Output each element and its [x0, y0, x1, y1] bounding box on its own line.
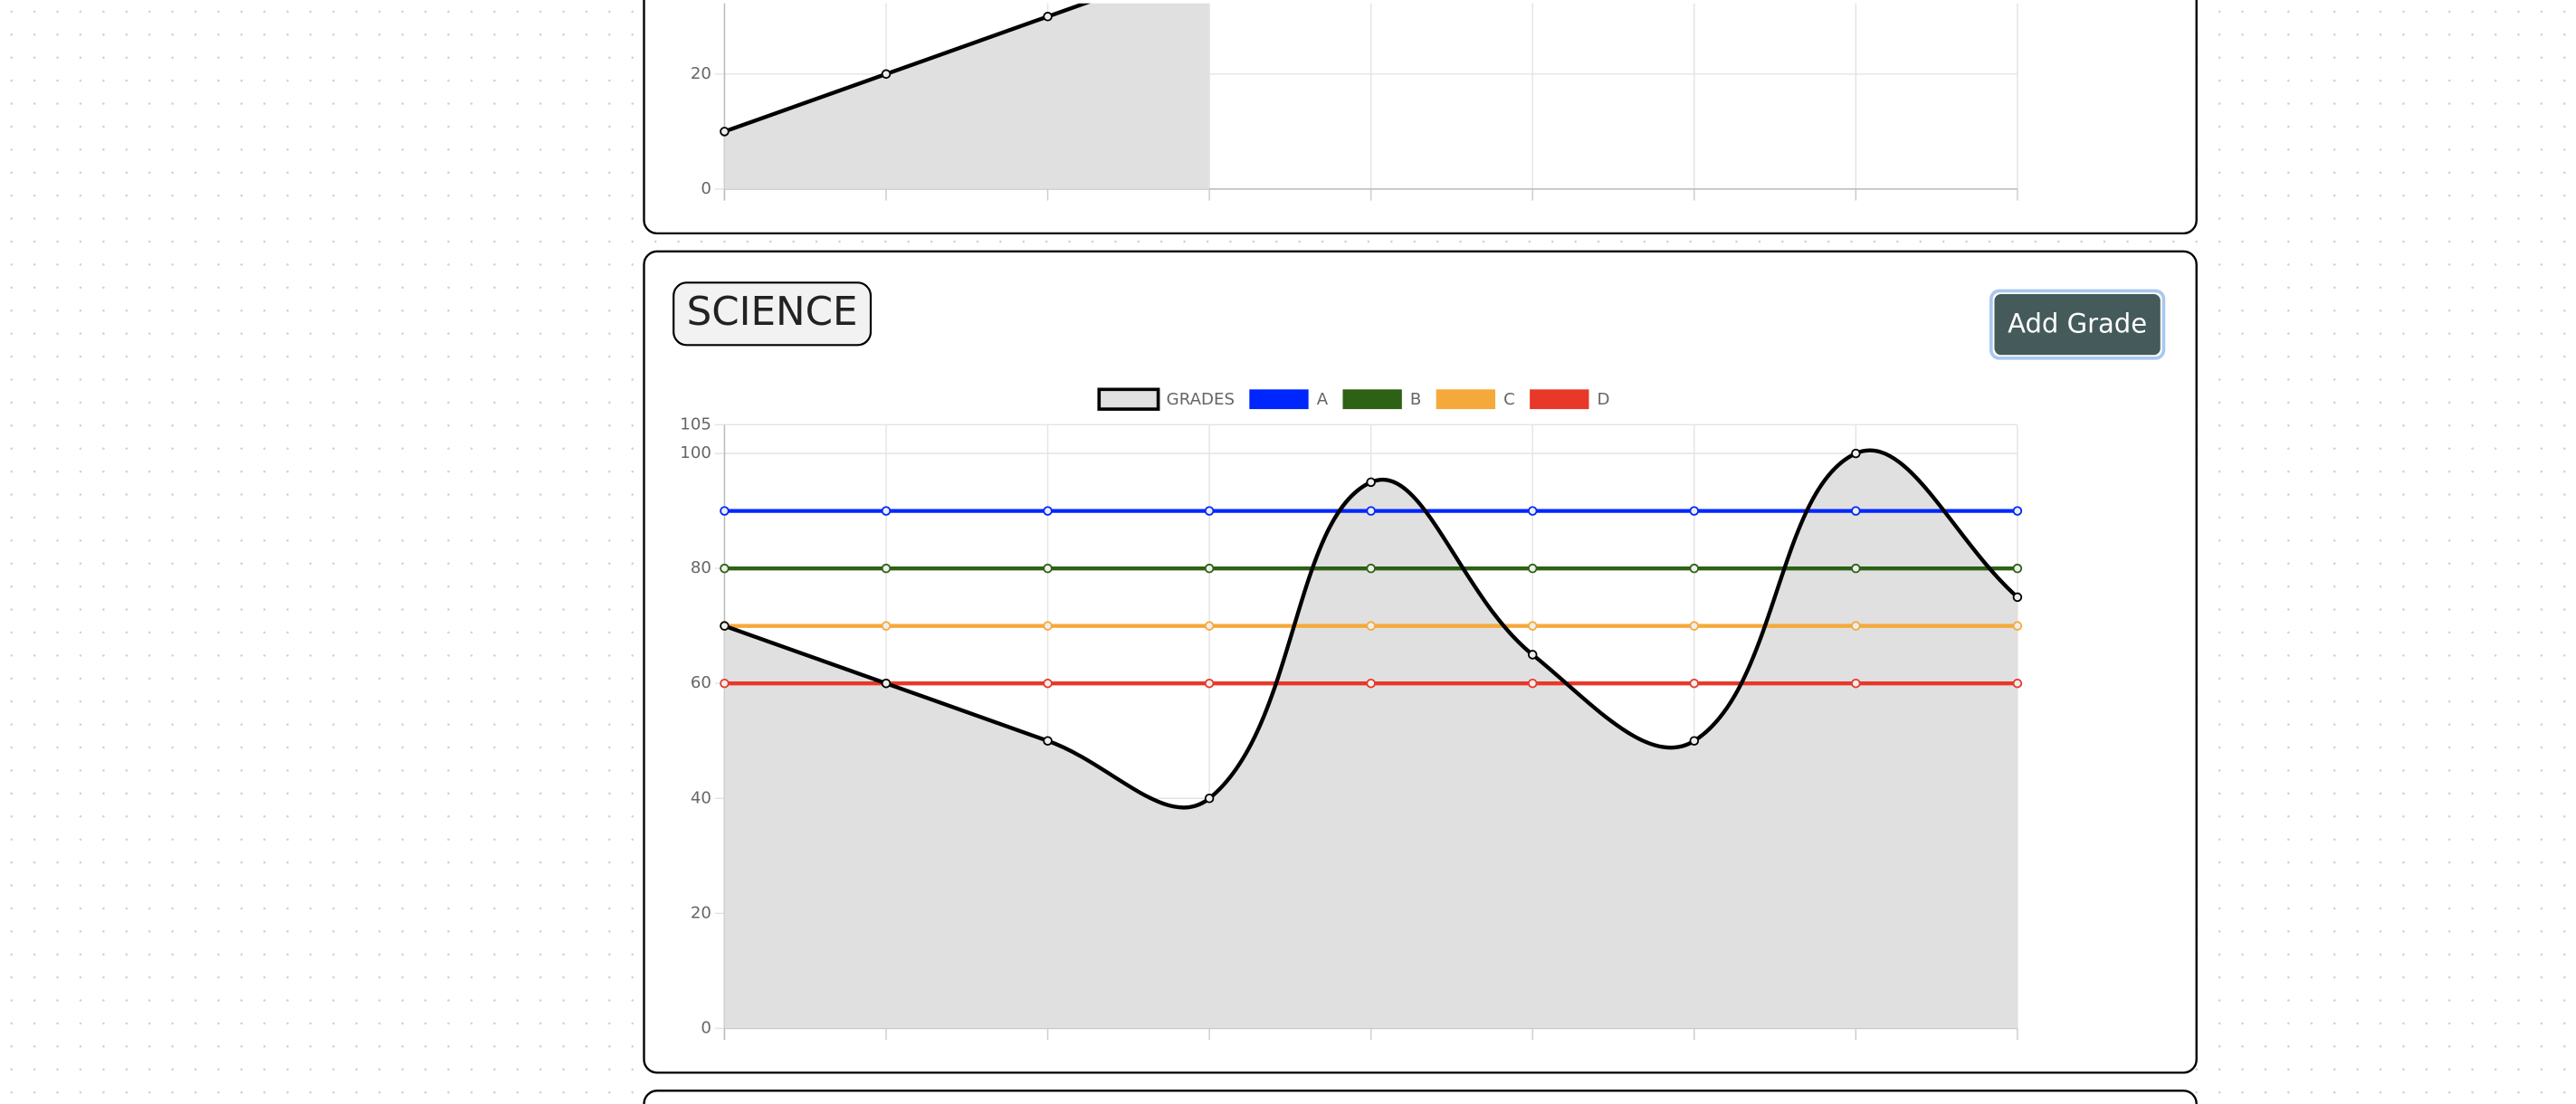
y-tick-label: 100 [680, 443, 711, 462]
series-line [723, 3, 1091, 134]
point [1043, 621, 1053, 631]
point [1366, 563, 1376, 574]
point [881, 621, 892, 631]
point [1204, 678, 1215, 689]
point [1527, 621, 1538, 631]
area [724, 450, 2018, 1029]
point [2012, 621, 2023, 631]
point [720, 563, 730, 574]
chart: 0 20 [691, 3, 2018, 201]
button-label[interactable]: Add Grade [2008, 309, 2147, 339]
point [1204, 563, 1215, 574]
point [1527, 563, 1538, 574]
area [724, 3, 1210, 189]
point [1851, 678, 1861, 689]
point [1851, 621, 1861, 631]
legend-label: D [1598, 390, 1610, 409]
legend-label: GRADES [1167, 390, 1235, 409]
point [1689, 621, 1700, 631]
legend-swatch [1530, 389, 1589, 410]
point [1366, 621, 1376, 631]
y-tick-label: 80 [691, 558, 711, 577]
legend-swatch [1249, 389, 1309, 410]
point [1851, 448, 1861, 459]
point [2012, 563, 2023, 574]
point [720, 621, 730, 631]
point [881, 506, 892, 516]
point [1204, 621, 1215, 631]
point [1689, 736, 1700, 746]
point [1689, 563, 1700, 574]
point [720, 506, 730, 516]
point [1851, 563, 1861, 574]
subject-title-box [673, 281, 873, 347]
point [881, 563, 892, 574]
point [1527, 650, 1538, 660]
point [2012, 592, 2023, 603]
point [1043, 12, 1053, 22]
series-line [723, 448, 2019, 810]
button[interactable] [1994, 294, 2161, 356]
point [1851, 506, 1861, 516]
y-tick-label: 0 [701, 1018, 711, 1037]
point [1043, 563, 1053, 574]
point [1043, 506, 1053, 516]
legend-label: C [1503, 390, 1515, 409]
y-tick-label: 20 [691, 903, 711, 922]
point [1366, 477, 1376, 488]
y-tick-label: 0 [701, 179, 711, 198]
chart: 0 20 40 60 80 100 105 GRADES A B C D [680, 387, 2023, 1041]
point [1366, 506, 1376, 516]
point [881, 69, 892, 80]
point [1527, 678, 1538, 689]
point [720, 127, 730, 137]
legend-swatch [1342, 389, 1402, 410]
point [2012, 678, 2023, 689]
point [1043, 736, 1053, 746]
legend-label: A [1317, 390, 1329, 409]
legend-swatch [1097, 387, 1160, 411]
point [1204, 793, 1215, 804]
point [1689, 506, 1700, 516]
point [1366, 678, 1376, 689]
point [881, 678, 892, 689]
point [1689, 678, 1700, 689]
legend-swatch [1436, 389, 1496, 410]
y-tick-label: 105 [680, 414, 711, 433]
add-grade-button[interactable]: Add Grade [1989, 289, 2166, 360]
legend-label: B [1410, 390, 1421, 409]
point [1204, 506, 1215, 516]
point [720, 678, 730, 689]
point [2012, 506, 2023, 516]
y-tick-label: 40 [691, 788, 711, 807]
button-focus [1989, 289, 2166, 360]
y-tick-label: 60 [691, 673, 711, 692]
panel [643, 1090, 2198, 1104]
subject-title: SCIENCE [687, 290, 858, 335]
y-tick-label: 20 [691, 64, 711, 83]
point [1527, 506, 1538, 516]
point [1043, 678, 1053, 689]
